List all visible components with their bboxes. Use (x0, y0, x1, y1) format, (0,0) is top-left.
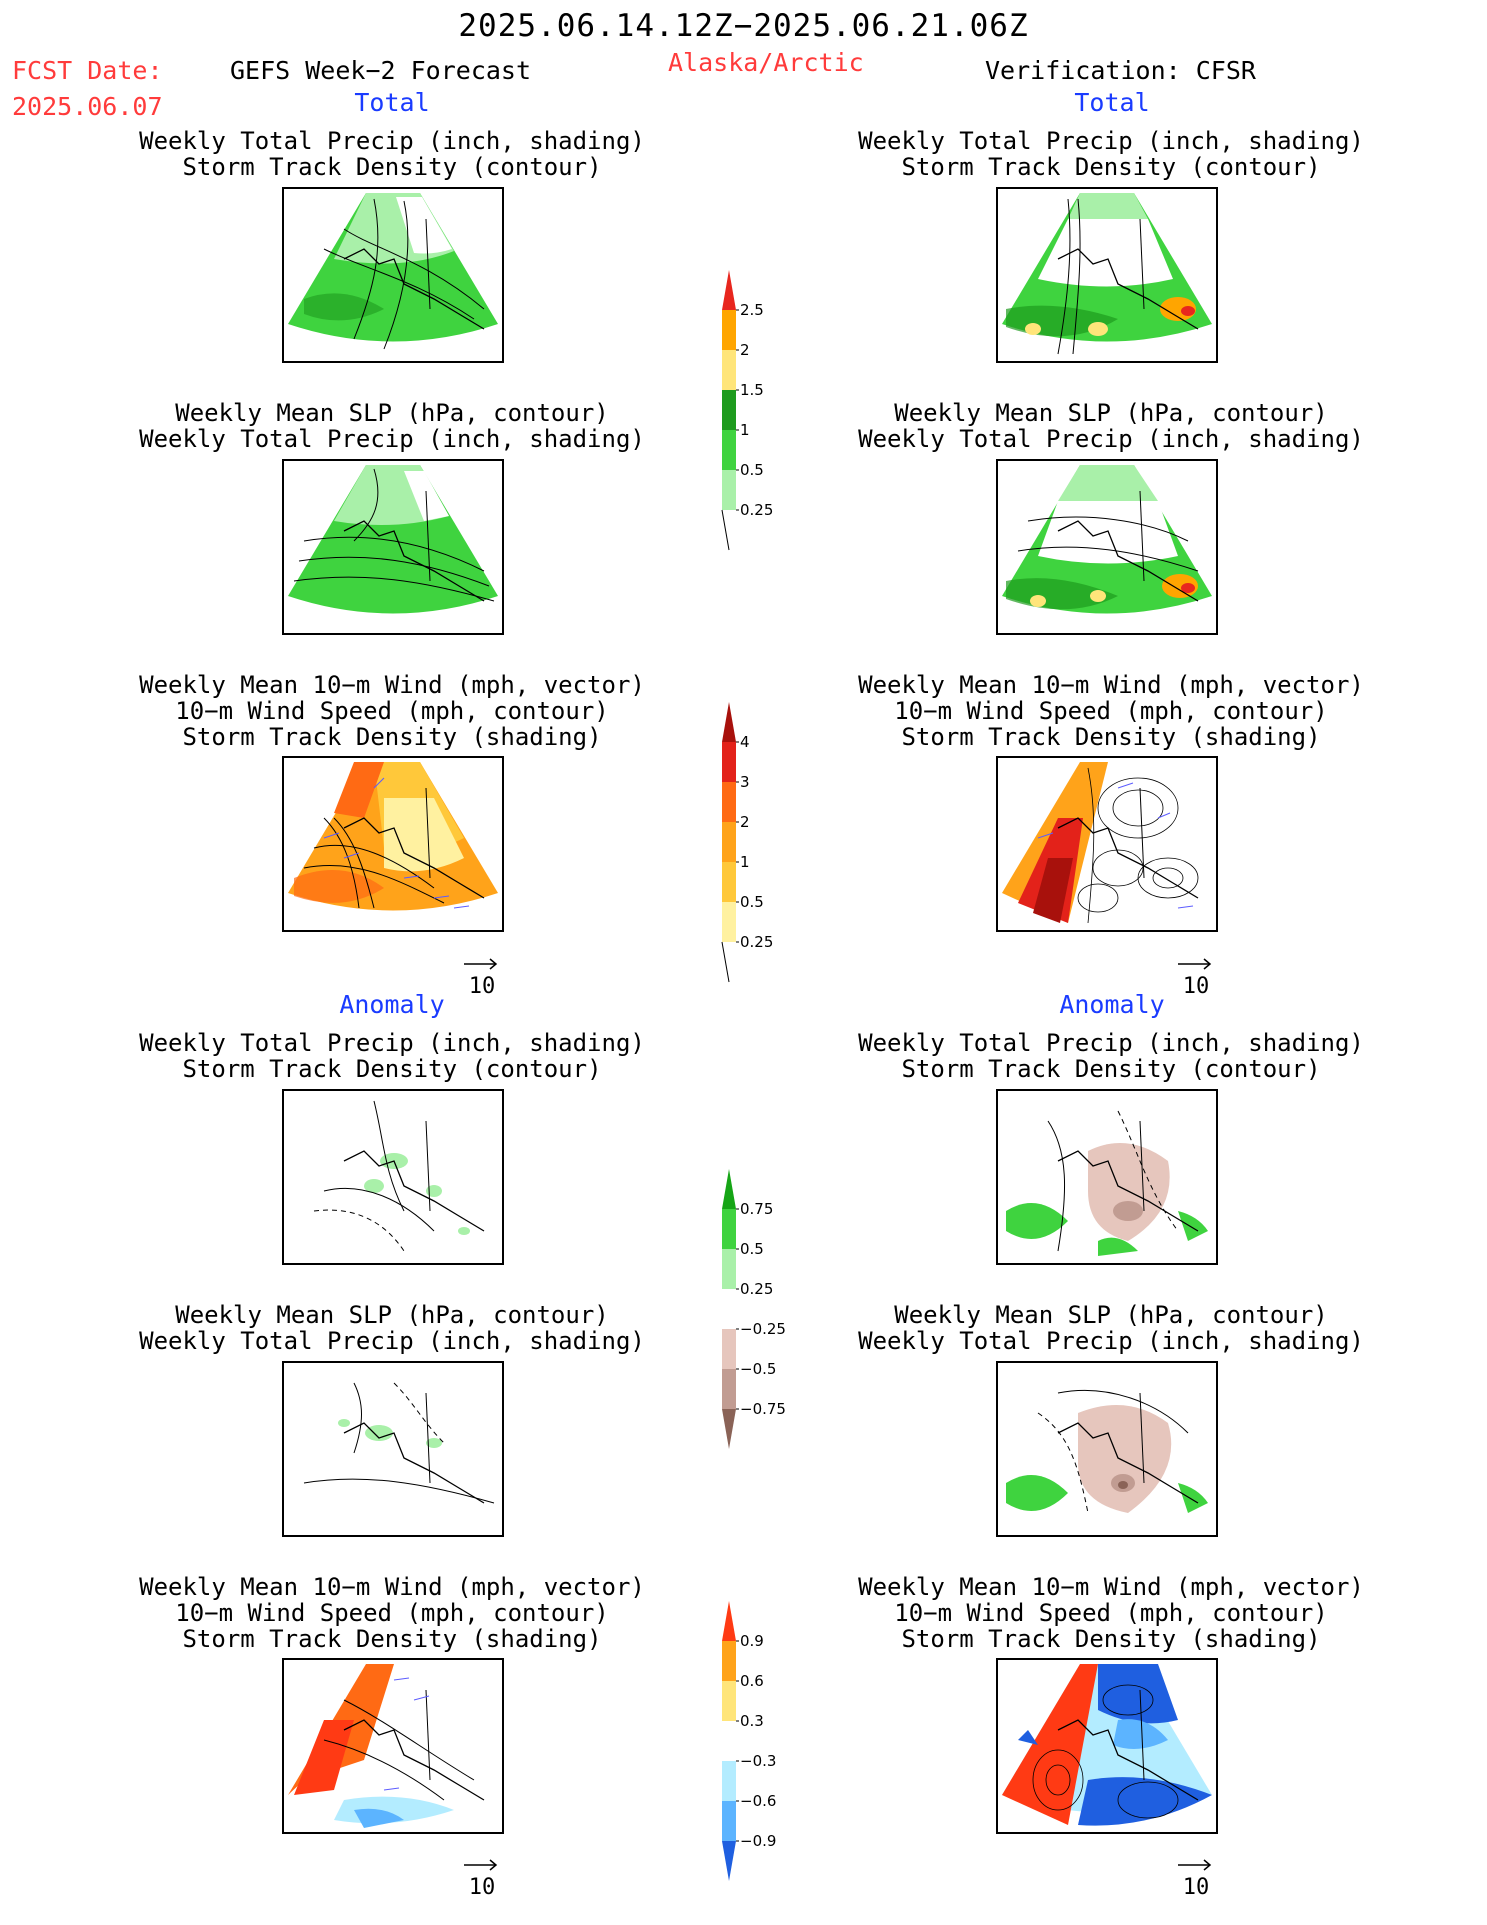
colorbar-label: 1 (740, 853, 750, 871)
valid-time-range: 2025.06.14.12Z−2025.06.21.06Z (458, 8, 1029, 44)
colorbar-swatch (722, 782, 736, 822)
colorbar-swatch (722, 902, 736, 942)
map-precip-storm-total-verification (996, 187, 1218, 363)
colorbar-precip-total: 2.5 2 1.5 1 0.5 0.25 (716, 266, 786, 560)
map-wind-storm-anom-forecast (282, 1658, 504, 1834)
colorbar-label: 2 (740, 341, 750, 359)
colorbar-swatch (722, 1409, 736, 1449)
colorbar-label: −0.3 (740, 1752, 776, 1770)
colorbar-label: −0.25 (740, 1320, 786, 1338)
colorbar-swatch (722, 350, 736, 390)
colorbar-swatch (722, 1841, 736, 1881)
colorbar-label: −0.6 (740, 1792, 776, 1810)
colorbar-swatch (722, 1289, 736, 1329)
colorbar-label: 2 (740, 813, 750, 831)
map-slp-precip-total-forecast (282, 459, 504, 635)
colorbar-label: 1.5 (740, 381, 764, 399)
section-total-left: Total (354, 88, 430, 117)
map-slp-precip-anom-forecast (282, 1361, 504, 1537)
region-title: Alaska/Arctic (668, 48, 864, 77)
colorbar-label: −0.9 (740, 1832, 776, 1850)
title-precip-storm-anom-left: Weekly Total Precip (inch, shading) Storm… (139, 1029, 645, 1083)
map-precip-storm-anom-verification (996, 1089, 1218, 1265)
colorbar-precip-anom: 0.75 0.5 0.25 −0.25 −0.5 −0.75 (716, 1165, 786, 1459)
map-wind-storm-anom-verification (996, 1658, 1218, 1834)
title-slp-precip-anom-right: Weekly Mean SLP (hPa, contour) Weekly Tot… (858, 1301, 1364, 1355)
product-title: GEFS Week−2 Forecast (230, 56, 532, 85)
title-wind-storm-anom-right: Weekly Mean 10−m Wind (mph, vector) 10−m … (858, 1573, 1364, 1653)
colorbar-swatch (722, 862, 736, 902)
title-wind-storm-total-left: Weekly Mean 10−m Wind (mph, vector) 10−m … (139, 671, 645, 751)
colorbar-label: 3 (740, 773, 750, 791)
colorbar-label: −0.75 (740, 1400, 786, 1418)
arrow-right-icon (464, 958, 498, 970)
colorbar-label: 0.75 (740, 1200, 773, 1218)
colorbar-label: 0.3 (740, 1712, 764, 1730)
arrow-right-icon (1178, 958, 1212, 970)
verification-title: Verification: CFSR (985, 56, 1256, 85)
colorbar-swatch (722, 1681, 736, 1721)
map-precip-storm-total-forecast (282, 187, 504, 363)
colorbar-label: 0.25 (740, 933, 773, 951)
vector-ref-anom-left: 10 (462, 1856, 512, 1900)
title-slp-precip-anom-left: Weekly Mean SLP (hPa, contour) Weekly Tot… (139, 1301, 645, 1355)
colorbar-label: 1 (740, 421, 750, 439)
colorbar-storm-total: 4 3 2 1 0.5 0.25 (716, 698, 786, 992)
colorbar-tail (721, 509, 730, 551)
colorbar-swatch (722, 390, 736, 430)
colorbar-swatch (722, 430, 736, 470)
colorbar-label: 0.25 (740, 501, 773, 519)
title-precip-storm-anom-right: Weekly Total Precip (inch, shading) Storm… (858, 1029, 1364, 1083)
title-precip-storm-total-right: Weekly Total Precip (inch, shading) Storm… (858, 127, 1364, 181)
colorbar-swatch (722, 310, 736, 350)
colorbar-label: 2.5 (740, 301, 764, 319)
colorbar-swatch (722, 270, 736, 310)
vector-ref-anom-right: 10 (1176, 1856, 1226, 1900)
colorbar-label: 4 (740, 733, 750, 751)
colorbar-label: −0.5 (740, 1360, 776, 1378)
colorbar-swatch (722, 1369, 736, 1409)
title-wind-storm-anom-left: Weekly Mean 10−m Wind (mph, vector) 10−m … (139, 1573, 645, 1653)
colorbar-swatch (722, 1329, 736, 1369)
colorbar-swatch (722, 1209, 736, 1249)
map-wind-storm-total-verification (996, 756, 1218, 932)
colorbar-swatch (722, 1801, 736, 1841)
map-slp-precip-anom-verification (996, 1361, 1218, 1537)
colorbar-label: 0.25 (740, 1280, 773, 1298)
colorbar-swatch (722, 1249, 736, 1289)
title-slp-precip-total-right: Weekly Mean SLP (hPa, contour) Weekly Tot… (858, 399, 1364, 453)
vector-ref-total-right: 10 (1176, 955, 1226, 999)
map-wind-storm-total-forecast (282, 756, 504, 932)
fcst-date-value: 2025.06.07 (12, 92, 163, 121)
colorbar-swatch (722, 1601, 736, 1641)
arrow-right-icon (1178, 1859, 1212, 1871)
title-wind-storm-total-right: Weekly Mean 10−m Wind (mph, vector) 10−m … (858, 671, 1364, 751)
section-anomaly-right: Anomaly (1059, 990, 1165, 1019)
colorbar-label: 0.5 (740, 461, 764, 479)
map-slp-precip-total-verification (996, 459, 1218, 635)
colorbar-swatch (722, 702, 736, 742)
colorbar-label: 0.6 (740, 1672, 764, 1690)
colorbar-label: 0.5 (740, 893, 764, 911)
vector-ref-total-left: 10 (462, 955, 512, 999)
colorbar-label: 0.9 (740, 1632, 764, 1650)
title-precip-storm-total-left: Weekly Total Precip (inch, shading) Storm… (139, 127, 645, 181)
arrow-right-icon (464, 1859, 498, 1871)
colorbar-swatch (722, 470, 736, 510)
section-total-right: Total (1074, 88, 1150, 117)
section-anomaly-left: Anomaly (339, 990, 445, 1019)
title-slp-precip-total-left: Weekly Mean SLP (hPa, contour) Weekly Tot… (139, 399, 645, 453)
colorbar-swatch (722, 822, 736, 862)
colorbar-storm-anom: 0.9 0.6 0.3 −0.3 −0.6 −0.9 (716, 1597, 786, 1891)
colorbar-swatch (722, 1169, 736, 1209)
colorbar-tail (721, 941, 730, 983)
colorbar-swatch (722, 1641, 736, 1681)
colorbar-swatch (722, 1721, 736, 1761)
fcst-date-label: FCST Date: (12, 56, 163, 85)
colorbar-label: 0.5 (740, 1240, 764, 1258)
colorbar-swatch (722, 1761, 736, 1801)
map-precip-storm-anom-forecast (282, 1089, 504, 1265)
colorbar-swatch (722, 742, 736, 782)
